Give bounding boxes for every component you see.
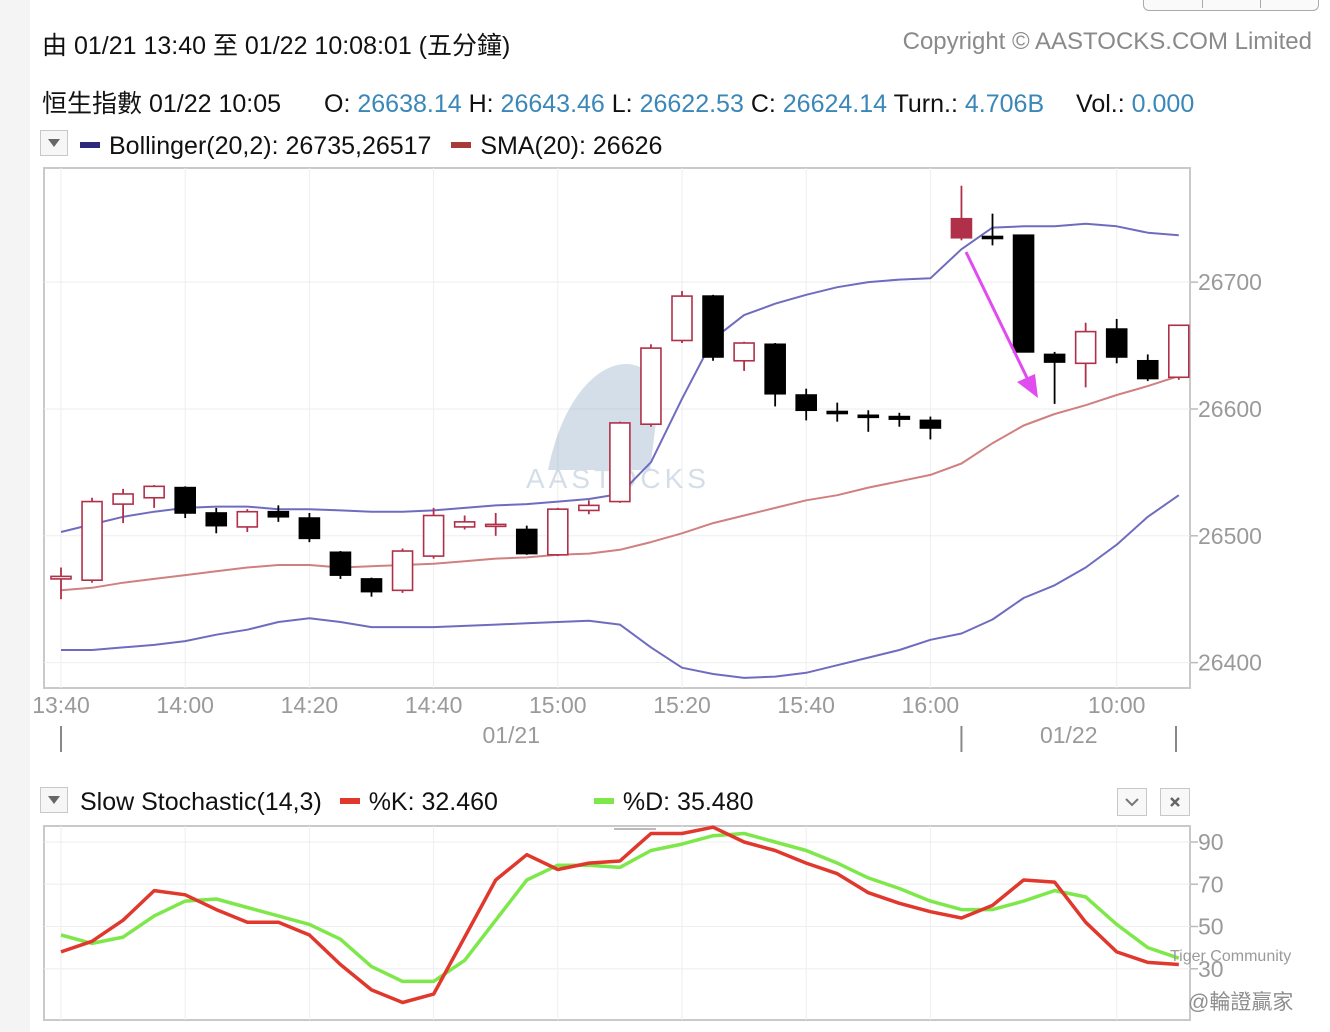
candle-body xyxy=(981,235,1004,240)
x-tick-label: 14:20 xyxy=(281,692,339,718)
candle-body xyxy=(453,521,476,528)
close-label: C: xyxy=(750,90,776,118)
candle-body xyxy=(515,528,538,555)
candle-body xyxy=(888,415,911,420)
x-tick-label: 13:40 xyxy=(32,692,90,718)
turnover-value: 4.706B xyxy=(964,90,1045,118)
close-icon xyxy=(1170,797,1180,807)
candles xyxy=(50,185,1190,600)
close-value: 26624.14 xyxy=(782,90,888,118)
k-legend: %K: 32.460 xyxy=(368,788,498,816)
y-tick-label: 26600 xyxy=(1198,396,1262,422)
tiger-watermark: Tiger Community xyxy=(1170,948,1292,965)
collapse-button[interactable] xyxy=(1117,788,1147,816)
candle-body xyxy=(1136,359,1159,380)
quote-line: 恒生指數 01/22 10:05 O: 26638.14 H: 26643.46… xyxy=(42,84,1194,120)
date-label: 01/22 xyxy=(1040,722,1098,748)
chevron-down-icon xyxy=(48,796,60,804)
candle-body xyxy=(112,493,134,505)
candle-body xyxy=(484,523,507,528)
x-tick-label: 14:40 xyxy=(405,692,463,718)
candle-body xyxy=(174,486,196,514)
sma-line xyxy=(60,375,1180,592)
y-tick-label: 26500 xyxy=(1198,523,1262,549)
k-swatch xyxy=(339,798,360,805)
candle-body xyxy=(609,422,631,503)
candle-body xyxy=(329,551,352,576)
candle-body xyxy=(236,510,259,528)
candle-body xyxy=(640,347,662,425)
date-range-label: 由 01/21 13:40 至 01/22 10:08:01 (五分鐘) xyxy=(42,32,511,60)
low-label: L: xyxy=(611,90,633,118)
candle-body xyxy=(143,485,165,499)
candle-body xyxy=(919,419,942,429)
candle-body xyxy=(1043,353,1066,363)
quote-time: 01/22 10:05 xyxy=(148,90,282,118)
candle-body xyxy=(733,342,755,362)
candle-body xyxy=(81,500,103,581)
open-value: 26638.14 xyxy=(357,90,462,118)
sma-swatch xyxy=(451,142,472,149)
author-watermark: @輪證贏家 xyxy=(1188,991,1294,1014)
main-legend: Bollinger(20,2): 26735,26517 SMA(20): 26… xyxy=(80,132,662,161)
candle-body xyxy=(826,410,849,415)
stoch-title: Slow Stochastic(14,3) xyxy=(80,788,322,816)
high-value: 26643.46 xyxy=(500,90,605,118)
y-tick-label: 26400 xyxy=(1198,650,1262,676)
candle-body xyxy=(857,414,880,419)
candle-body xyxy=(795,394,818,412)
candle-body xyxy=(391,550,414,592)
d-legend: %D: 35.480 xyxy=(622,788,754,816)
main-axis: 26400 26500 26600 26700 13:40 14:00 14:20 14:40… xyxy=(32,269,1262,752)
candle-body xyxy=(1074,330,1097,365)
turnover-label: Turn.: xyxy=(893,90,958,118)
close-button[interactable] xyxy=(1160,788,1190,816)
candle-body xyxy=(764,343,786,395)
annotation-arrow-icon xyxy=(964,251,1038,398)
chevron-down-icon xyxy=(1125,798,1139,807)
candle-body xyxy=(546,508,569,556)
x-tick-label: 15:40 xyxy=(777,692,835,718)
candle-body xyxy=(298,517,321,540)
sma-legend: SMA(20): 26626 xyxy=(480,132,663,160)
x-tick-label: 14:00 xyxy=(156,692,214,718)
bollinger-legend: Bollinger(20,2): 26735,26517 xyxy=(109,132,432,160)
candle-body xyxy=(702,295,724,358)
main-indicator-dropdown[interactable] xyxy=(40,130,68,156)
low-value: 26622.53 xyxy=(639,90,744,118)
candle-body xyxy=(578,504,600,512)
volume-value: 0.000 xyxy=(1131,90,1195,118)
x-tick-label: 10:00 xyxy=(1088,692,1146,718)
candle-body xyxy=(422,514,445,557)
bollinger-lower-line xyxy=(61,494,1180,679)
d-swatch xyxy=(593,798,614,805)
candle-body xyxy=(50,575,72,580)
y-tick-label: 26700 xyxy=(1198,269,1262,295)
volume-label: Vol.: xyxy=(1076,90,1125,118)
toolbar-tabs[interactable] xyxy=(1143,0,1319,11)
candle-body xyxy=(360,578,383,593)
date-label: 01/21 xyxy=(482,722,540,748)
candle-body xyxy=(950,217,973,239)
stoch-indicator-dropdown[interactable] xyxy=(40,787,68,813)
candle-body xyxy=(1105,328,1128,358)
index-name: 恒生指數 xyxy=(42,90,143,118)
x-tick-label: 16:00 xyxy=(902,692,960,718)
high-label: H: xyxy=(468,90,494,118)
x-tick-label: 15:00 xyxy=(529,692,587,718)
candle-body xyxy=(1012,234,1035,353)
candle-body xyxy=(267,510,290,518)
chevron-down-icon xyxy=(48,139,60,147)
open-label: O: xyxy=(324,90,351,118)
copyright-text: Copyright © AASTOCKS.COM Limited xyxy=(902,28,1312,55)
bollinger-swatch xyxy=(80,142,100,149)
candle-body xyxy=(671,295,693,342)
x-tick-label: 15:20 xyxy=(653,692,711,718)
candle-body xyxy=(1168,324,1190,379)
stoch-legend: Slow Stochastic(14,3) %K: 32.460 %D: 35.… xyxy=(80,788,754,817)
candle-body xyxy=(205,512,228,527)
